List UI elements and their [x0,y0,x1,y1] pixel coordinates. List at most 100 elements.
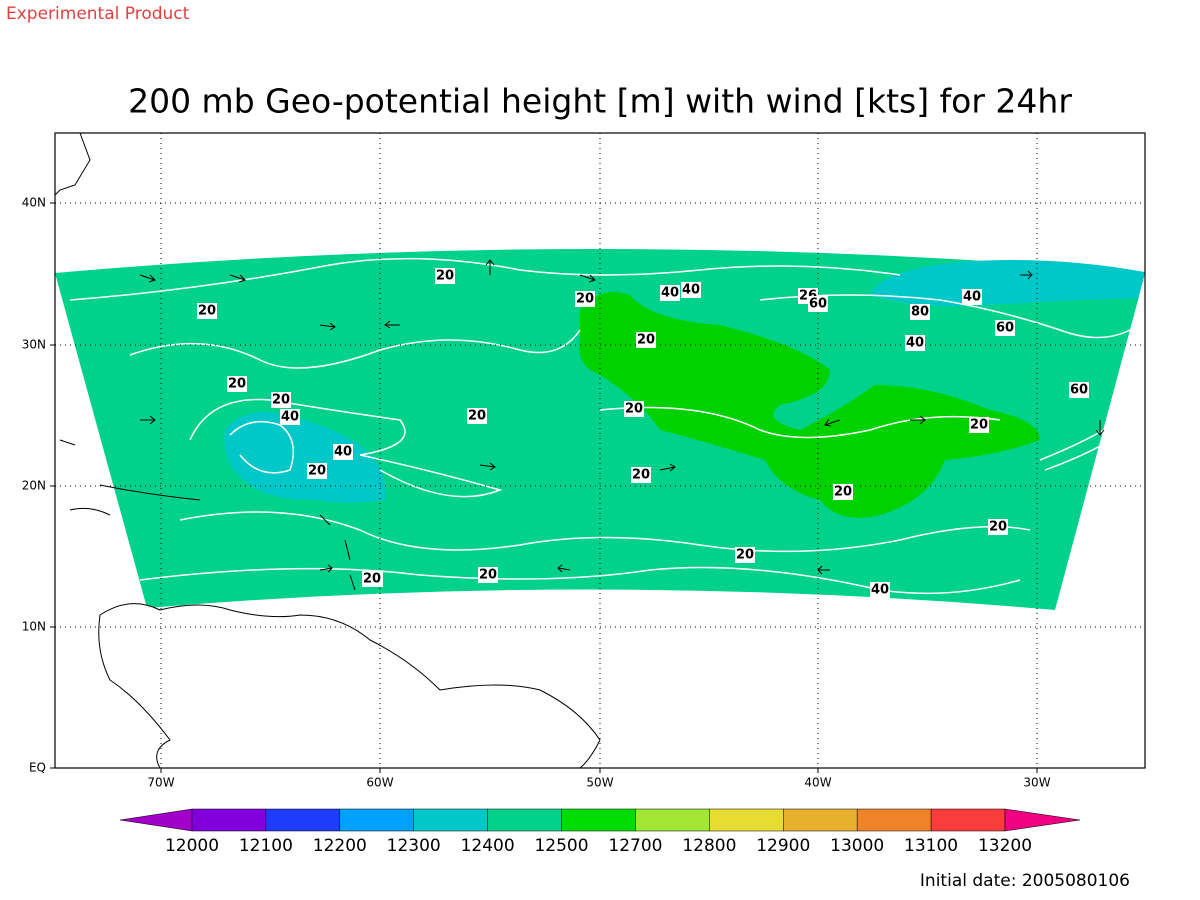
lat-label: 40N [22,196,46,210]
contour-label: 20 [228,377,246,392]
contour-label-bg [962,289,982,305]
colorbar-box [561,808,636,832]
lon-label: 50W [586,776,613,790]
contour-label: 20 [576,292,594,307]
contour-label-bg [910,304,930,320]
colorbar-label: 12100 [239,836,293,856]
contour-label-bg [681,282,701,298]
contour-label: 20 [970,418,988,433]
colorbar-label: 12500 [534,836,588,856]
colorbar-label: 12000 [165,836,219,856]
contour-label-bg [870,582,890,598]
colorbar-label: 12900 [756,836,810,856]
colorbar-label: 13000 [830,836,884,856]
colorbar-box [635,808,710,832]
contour-label: 20 [272,393,290,408]
colorbar-box [783,808,858,832]
colorbar: 12000 12100 12200 12300 12400 12500 12700 12800… [119,808,1081,856]
contour-label-bg [905,335,925,351]
lat-label: EQ [29,761,46,775]
height-patch [224,412,386,503]
contour-label-bg [833,484,853,500]
contour-label-bg [624,401,644,417]
colorbar-arrow [119,808,193,832]
colorbar-label: 13200 [978,836,1032,856]
colorbar-box [487,808,562,832]
wind-arrows [139,259,1105,575]
colorbar-box [413,808,488,832]
colorbar-box [856,808,932,832]
contour-label-bg [307,463,327,479]
contour-label: 20 [637,333,655,348]
contour-label-bg [969,417,989,433]
colorbar-box [191,808,267,832]
contour-label: 60 [996,321,1014,336]
contour-label: 60 [1070,383,1088,398]
contour-label: 40 [334,445,352,460]
contour-label: 20 [989,520,1007,535]
contour-label: 40 [871,583,889,598]
islands [59,439,356,591]
colorbar-arrow [1004,808,1081,832]
lat-label: 20N [22,479,46,493]
initial-date: Initial date: 2005080106 [920,871,1130,891]
colorbar-box [709,808,784,832]
contour-label-bg [280,409,300,425]
colorbar-label: 13100 [904,836,958,856]
contour-label-bg [1069,382,1089,398]
contour-label: 40 [682,283,700,298]
contour-label-bg [636,332,656,348]
contour-label-bg [227,376,247,392]
contour-label: 80 [911,305,929,320]
colorbar-label: 12400 [461,836,515,856]
contour-label-bg [735,547,755,563]
contour-label-bg [197,303,217,319]
contour-label-bg [995,320,1015,336]
graticule: 40N 30N 20N 10N EQ 70W 60W 50W 40W 30W [22,133,1145,790]
title: 200 mb Geo-potential height [m] with win… [128,82,1072,121]
contour-label-bg [362,571,382,587]
contour-label-bg [808,296,828,312]
lon-label: 60W [366,776,393,790]
contour-label-bg [478,567,498,583]
contour-label: 20 [468,409,486,424]
colorbar-box [930,808,1006,832]
contour-label: 20 [834,485,852,500]
contour-label: 40 [281,410,299,425]
colorbar-label: 12800 [682,836,736,856]
lat-label: 30N [22,338,46,352]
colorbar-box [265,808,341,832]
contour-label: 20 [736,548,754,563]
height-patch [579,292,1040,518]
contour-label: 20 [625,402,643,417]
contour-labels: 2020202040402020202040402020202020266040… [197,268,1089,598]
contour-label: 20 [632,468,650,483]
contour-label-bg [435,268,455,284]
lon-label: 40W [804,776,831,790]
lon-label: 30W [1023,776,1050,790]
contour-label: 20 [479,568,497,583]
contour-label: 20 [308,464,326,479]
contours [69,257,1131,595]
contour-label-bg [660,285,680,301]
contour-label: 20 [436,269,454,284]
note: Experimental Product [6,4,190,24]
contour-label-bg [467,408,487,424]
colorbar-label: 12300 [387,836,441,856]
colorbar-label: 12200 [313,836,367,856]
height-patch [870,259,1145,307]
colorbar-label: 12700 [608,836,662,856]
contour-label-bg [988,519,1008,535]
lon-label: 70W [147,776,174,790]
lat-label: 10N [22,620,46,634]
contour-label: 40 [906,336,924,351]
contour-label-bg [631,467,651,483]
contour-label: 40 [963,290,981,305]
colorbar-box [339,808,414,832]
contour-label: 20 [198,304,216,319]
contour-label-bg [575,291,595,307]
contour-label: 20 [363,572,381,587]
contour-label-bg [333,444,353,460]
